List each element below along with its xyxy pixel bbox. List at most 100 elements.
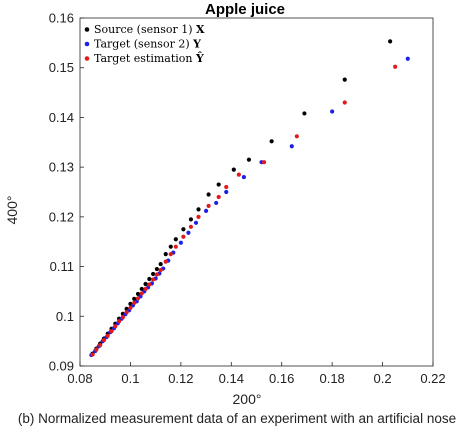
data-point-series-1	[206, 192, 211, 197]
legend-entry: Target estimation Ŷ	[94, 51, 204, 65]
legend-entry-symbol: X	[196, 23, 205, 36]
data-point-series-3	[94, 347, 99, 352]
y-axis-ticks: 0.09 0.1 0.11 0.12 0.13 0.14 0.15 0.16	[49, 11, 84, 374]
data-point-series-3	[393, 64, 398, 69]
data-point-series-1	[181, 227, 186, 232]
data-point-series-1	[342, 77, 347, 82]
data-point-series-3	[105, 333, 110, 338]
data-point-series-1	[216, 182, 221, 187]
data-point-series-1	[154, 266, 160, 272]
legend-entry-label: Target (sensor 2)	[94, 38, 193, 51]
data-point-series-3	[143, 286, 148, 292]
data-point-series-3	[90, 352, 95, 357]
data-point-series-1	[143, 281, 148, 287]
data-point-series-1	[231, 167, 236, 172]
data-point-series-3	[224, 184, 229, 190]
data-point-series-3	[168, 252, 173, 257]
legend-entry-label: Target estimation	[94, 52, 196, 65]
x-tick-label: 0.1	[121, 371, 139, 386]
data-point-series-1	[151, 271, 156, 277]
data-point-series-1	[246, 157, 252, 162]
y-tick-label: 0.15	[49, 60, 74, 75]
data-point-series-1	[173, 237, 178, 242]
data-point-series-3	[147, 282, 152, 287]
x-tick-label: 0.16	[269, 371, 294, 386]
data-point-series-2	[330, 109, 335, 114]
data-point-series-2	[214, 200, 219, 206]
chart-title: Apple juice	[205, 1, 285, 18]
data-point-series-3	[261, 160, 267, 165]
data-point-series-1	[163, 252, 168, 257]
data-point-series-2	[203, 208, 209, 213]
data-point-series-3	[173, 244, 178, 249]
data-point-series-3	[236, 172, 241, 177]
data-point-series-3	[206, 203, 211, 209]
data-point-series-1	[188, 217, 194, 222]
data-point-series-2	[224, 189, 229, 195]
x-tick-label: 0.12	[168, 371, 193, 386]
legend-marker	[84, 56, 90, 61]
data-point-series-3	[151, 277, 156, 282]
data-point-series-3	[124, 310, 129, 315]
data-point-series-3	[116, 319, 122, 324]
data-point-series-3	[163, 259, 168, 264]
data-point-series-2	[241, 174, 246, 180]
data-point-series-1	[147, 276, 152, 282]
data-point-series-3	[132, 300, 137, 305]
y-tick-label: 0.09	[49, 359, 74, 374]
data-point-series-1	[388, 39, 393, 44]
legend-marker	[84, 27, 90, 32]
data-point-series-2	[289, 144, 294, 149]
figure-caption: (b) Normalized measurement data of an ex…	[17, 411, 457, 426]
data-point-series-3	[101, 338, 107, 343]
y-tick-label: 0.16	[49, 11, 74, 26]
data-point-series-3	[342, 100, 347, 105]
data-point-series-1	[158, 261, 163, 267]
data-point-series-3	[188, 224, 194, 229]
data-point-series-3	[154, 272, 160, 277]
data-point-series-3	[135, 296, 141, 301]
x-axis-label: 200°	[233, 391, 262, 407]
data-point-series-3	[120, 315, 125, 320]
data-point-series-3	[128, 305, 133, 310]
y-tick-label: 0.13	[49, 160, 74, 175]
data-point-series-2	[178, 240, 183, 245]
data-point-series-3	[113, 324, 118, 329]
x-tick-label: 0.2	[374, 371, 392, 386]
data-point-series-2	[186, 230, 191, 235]
data-point-series-2	[405, 56, 410, 61]
legend-entry-symbol: Ŷ	[195, 51, 204, 65]
y-axis-label: 400°	[4, 196, 20, 225]
data-point-series-1	[302, 111, 307, 116]
data-point-series-3	[139, 291, 144, 296]
data-point-series-3	[196, 214, 201, 219]
data-points	[89, 39, 410, 358]
data-point-series-3	[98, 343, 103, 348]
legend-entry: Target (sensor 2) Y	[94, 38, 201, 51]
y-tick-label: 0.14	[49, 110, 74, 125]
y-tick-label: 0.1	[56, 309, 74, 324]
data-point-series-3	[158, 267, 163, 273]
x-axis-ticks: 0.08 0.1 0.12 0.14 0.16 0.18 0.2 0.22	[67, 362, 446, 386]
data-point-series-3	[181, 234, 186, 239]
data-point-series-3	[294, 134, 299, 139]
y-tick-label: 0.11	[50, 259, 74, 274]
plot-frame	[79, 17, 434, 367]
scatter-chart: Apple juice 0.090.10.110.120.130.140.150…	[4, 1, 446, 407]
legend-marker	[84, 41, 90, 47]
data-point-series-1	[168, 244, 173, 249]
data-point-series-1	[196, 207, 201, 212]
legend-entry-symbol: Y	[192, 38, 201, 51]
data-point-series-3	[216, 194, 221, 200]
legend-entry-label: Source (sensor 1)	[94, 23, 196, 36]
legend-entry: Source (sensor 1) X	[94, 23, 205, 36]
y-tick-label: 0.12	[49, 209, 74, 224]
x-tick-label: 0.08	[67, 371, 92, 386]
x-tick-label: 0.18	[319, 371, 344, 386]
data-point-series-2	[193, 220, 199, 225]
x-tick-label: 0.14	[219, 371, 244, 386]
x-tick-label: 0.22	[420, 371, 445, 386]
data-point-series-1	[269, 139, 274, 144]
data-point-series-3	[109, 329, 114, 334]
